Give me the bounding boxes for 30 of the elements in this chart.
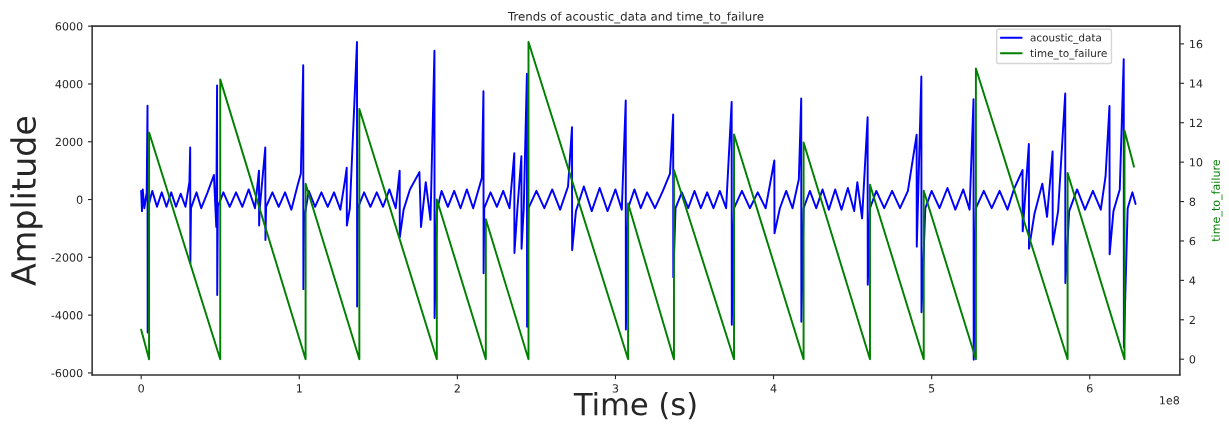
y-tick-label: 2000 xyxy=(55,137,83,147)
x-tick-label: 4 xyxy=(770,384,777,393)
x-tick-label: 0 xyxy=(138,384,144,393)
legend-label: time_to_failure xyxy=(1030,49,1107,60)
legend-label: acoustic_data xyxy=(1030,33,1101,44)
y2-tick-label: 4 xyxy=(1189,276,1196,285)
x-tick-label: 2 xyxy=(454,384,460,393)
x-axis-title: Time (s) xyxy=(573,391,696,420)
x-tick-label: 1 xyxy=(296,384,302,393)
y-tick-label: -6000 xyxy=(51,368,83,378)
y-tick-label: 6000 xyxy=(55,22,83,31)
y2-tick-label: 16 xyxy=(1190,39,1203,49)
y2-tick-label: 8 xyxy=(1189,197,1196,206)
x-tick-label: 6 xyxy=(1086,384,1093,393)
y2-tick-label: 10 xyxy=(1190,158,1203,167)
y-tick-label: 0 xyxy=(76,195,83,204)
y2-tick-label: 6 xyxy=(1189,236,1196,246)
y-tick-label: 4000 xyxy=(55,79,83,89)
y2-axis-title: time_to_failure xyxy=(1211,159,1223,242)
y2-tick-label: 2 xyxy=(1189,315,1195,324)
y2-tick-label: 12 xyxy=(1190,118,1202,127)
y-axis-title: Amplitude xyxy=(10,116,43,286)
chart-title: Trends of acoustic_data and time_to_failure xyxy=(507,11,764,24)
x-tick-label: 3 xyxy=(612,384,619,393)
y-tick-label: -4000 xyxy=(51,311,83,320)
y2-tick-label: 0 xyxy=(1189,355,1196,364)
x-tick-label: 5 xyxy=(928,384,935,393)
y-tick-label: -2000 xyxy=(51,253,83,262)
text: 1e8 xyxy=(1160,396,1180,405)
y2-tick-label: 14 xyxy=(1190,79,1203,88)
